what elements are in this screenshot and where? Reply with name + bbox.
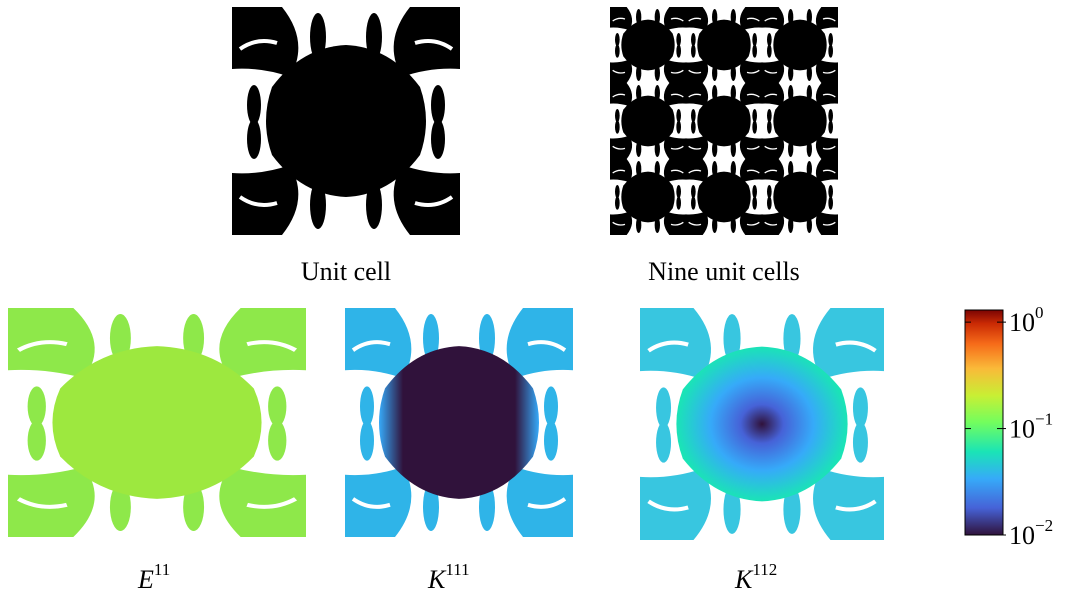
tick-base: 10 (1009, 521, 1035, 550)
e11-field (8, 308, 306, 537)
superscript: 112 (752, 560, 777, 579)
unit-cell-image (232, 7, 460, 235)
nine-cells-image (610, 7, 838, 235)
tick-label: 10−2 (1009, 516, 1053, 550)
tick-exponent: 0 (1035, 303, 1044, 322)
superscript: 11 (154, 560, 170, 579)
svg-text:K112: K112 (734, 560, 777, 593)
symbol: E (137, 565, 154, 593)
symbol: K (427, 565, 447, 593)
tick-exponent: −1 (1035, 410, 1053, 429)
k111-field (345, 308, 573, 537)
superscript: 111 (445, 560, 469, 579)
symbol: K (734, 565, 754, 593)
caption: Unit cell (301, 257, 391, 286)
caption: Nine unit cells (648, 257, 800, 286)
tick-base: 10 (1009, 415, 1035, 444)
svg-text:E11: E11 (137, 560, 170, 593)
colorbar (964, 309, 1004, 536)
caption: K111 (427, 560, 470, 593)
caption: E11 (137, 560, 170, 593)
caption: K112 (734, 560, 777, 593)
tick-label: 10−1 (1009, 410, 1053, 444)
k112-field (640, 308, 884, 540)
tick-label: 100 (1009, 303, 1044, 337)
tick-base: 10 (1009, 308, 1035, 337)
svg-text:K111: K111 (427, 560, 470, 593)
tick-exponent: −2 (1035, 516, 1053, 535)
